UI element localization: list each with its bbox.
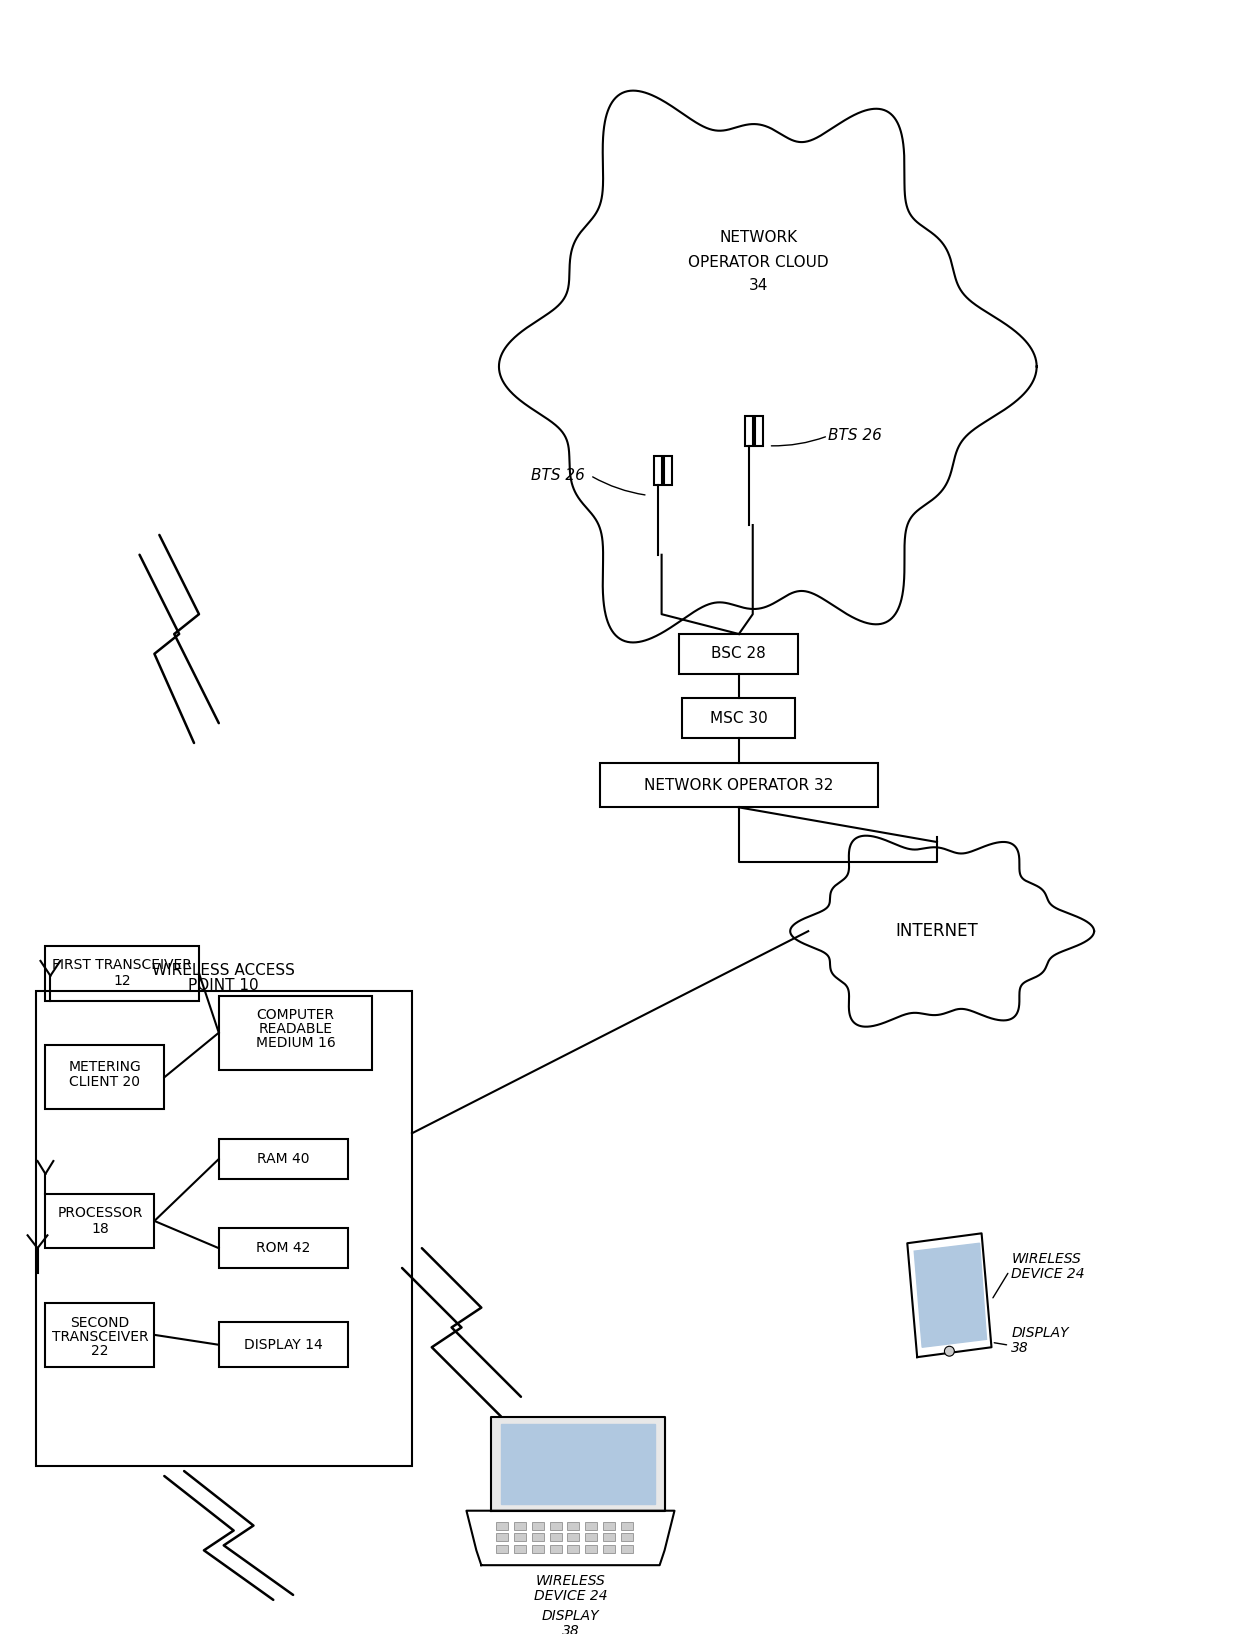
Bar: [568, 1546, 579, 1554]
Bar: [568, 1521, 579, 1529]
Bar: [585, 1533, 598, 1541]
Bar: [496, 1521, 508, 1529]
Bar: [621, 1546, 632, 1554]
Bar: [515, 1521, 526, 1529]
Text: BTS 26: BTS 26: [531, 467, 585, 484]
Text: 38: 38: [1012, 1342, 1029, 1355]
Bar: [515, 1533, 526, 1541]
Bar: [621, 1521, 632, 1529]
Bar: [218, 1139, 347, 1178]
Polygon shape: [914, 1243, 987, 1348]
Bar: [532, 1521, 543, 1529]
Bar: [532, 1546, 543, 1554]
Text: 34: 34: [749, 278, 769, 292]
Text: BTS 26: BTS 26: [828, 428, 882, 443]
Bar: [515, 1546, 526, 1554]
Bar: [532, 1533, 543, 1541]
Text: WIRELESS: WIRELESS: [1012, 1252, 1081, 1266]
Bar: [549, 1533, 562, 1541]
Text: 22: 22: [92, 1343, 109, 1358]
Text: CLIENT 20: CLIENT 20: [69, 1075, 140, 1090]
Text: MSC 30: MSC 30: [711, 711, 768, 725]
Text: OPERATOR CLOUD: OPERATOR CLOUD: [688, 255, 830, 270]
Bar: [496, 1533, 508, 1541]
Text: READABLE: READABLE: [259, 1021, 332, 1036]
Bar: [218, 1229, 347, 1268]
Polygon shape: [501, 1423, 655, 1503]
Text: NETWORK OPERATOR 32: NETWORK OPERATOR 32: [645, 778, 833, 792]
Bar: [603, 1521, 615, 1529]
Bar: [653, 456, 662, 485]
Circle shape: [945, 1346, 955, 1356]
Bar: [603, 1533, 615, 1541]
Text: DISPLAY 14: DISPLAY 14: [244, 1338, 322, 1351]
Text: DISPLAY: DISPLAY: [542, 1608, 599, 1623]
Polygon shape: [908, 1234, 992, 1358]
Text: DEVICE 24: DEVICE 24: [1012, 1266, 1085, 1281]
Text: METERING: METERING: [68, 1060, 141, 1075]
Polygon shape: [466, 1511, 675, 1565]
Text: POINT 10: POINT 10: [188, 979, 259, 993]
Text: SECOND: SECOND: [71, 1315, 129, 1330]
Bar: [496, 1546, 508, 1554]
Bar: [218, 1322, 347, 1368]
Text: FIRST TRANSCEIVER: FIRST TRANSCEIVER: [52, 959, 192, 972]
Text: 38: 38: [562, 1624, 579, 1634]
Bar: [600, 763, 878, 807]
Bar: [663, 456, 672, 485]
Bar: [603, 1546, 615, 1554]
Bar: [585, 1546, 598, 1554]
Bar: [46, 946, 198, 1000]
Text: TRANSCEIVER: TRANSCEIVER: [52, 1330, 149, 1343]
Text: DISPLAY: DISPLAY: [1012, 1327, 1069, 1340]
Bar: [621, 1533, 632, 1541]
Text: WIRELESS: WIRELESS: [536, 1574, 605, 1588]
Text: DEVICE 24: DEVICE 24: [533, 1588, 608, 1603]
Text: 12: 12: [113, 974, 131, 989]
Text: INTERNET: INTERNET: [895, 922, 978, 940]
Text: BSC 28: BSC 28: [712, 647, 766, 662]
Bar: [46, 1302, 155, 1368]
Bar: [755, 417, 763, 446]
Bar: [46, 1046, 165, 1109]
Text: ROM 42: ROM 42: [255, 1242, 310, 1255]
Text: WIRELESS ACCESS: WIRELESS ACCESS: [153, 964, 295, 979]
Text: NETWORK: NETWORK: [719, 230, 797, 245]
Bar: [549, 1521, 562, 1529]
Bar: [680, 634, 799, 673]
Text: 18: 18: [91, 1222, 109, 1235]
Bar: [568, 1533, 579, 1541]
Text: PROCESSOR: PROCESSOR: [57, 1206, 143, 1221]
Bar: [36, 990, 412, 1466]
Polygon shape: [491, 1417, 665, 1511]
Bar: [549, 1546, 562, 1554]
Text: COMPUTER: COMPUTER: [257, 1008, 335, 1021]
Text: MEDIUM 16: MEDIUM 16: [255, 1036, 336, 1049]
Bar: [682, 698, 795, 739]
Bar: [218, 995, 372, 1070]
Bar: [46, 1194, 155, 1248]
Bar: [585, 1521, 598, 1529]
Bar: [745, 417, 753, 446]
Text: RAM 40: RAM 40: [257, 1152, 310, 1167]
